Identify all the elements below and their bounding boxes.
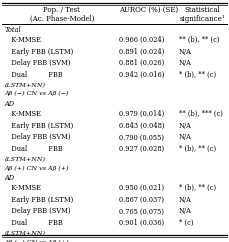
Text: 0.843 (0.048): 0.843 (0.048) — [119, 122, 165, 130]
Text: N/A: N/A — [179, 196, 191, 204]
Text: 0.979 (0.014): 0.979 (0.014) — [119, 110, 164, 118]
Text: Early FBB (LSTM): Early FBB (LSTM) — [5, 196, 73, 204]
Text: Delay FBB (SVM): Delay FBB (SVM) — [5, 207, 70, 215]
Text: K-MMSE: K-MMSE — [5, 184, 41, 192]
Text: * (b), ** (c): * (b), ** (c) — [179, 145, 216, 153]
Text: 0.942 (0.016): 0.942 (0.016) — [119, 71, 164, 79]
Text: 0.881 (0.026): 0.881 (0.026) — [119, 59, 164, 67]
Text: Statistical
significance¹: Statistical significance¹ — [180, 6, 226, 23]
Text: 0.927 (0.028): 0.927 (0.028) — [119, 145, 164, 153]
Text: Dual          FBB: Dual FBB — [5, 71, 62, 79]
Text: 0.891 (0.024): 0.891 (0.024) — [119, 48, 164, 56]
Text: * (b), ** (c): * (b), ** (c) — [179, 71, 216, 79]
Text: Dual          FBB: Dual FBB — [5, 145, 62, 153]
Text: ** (b), ** (c): ** (b), ** (c) — [179, 36, 219, 44]
Text: Aβ (−) CN vs Aβ (+): Aβ (−) CN vs Aβ (+) — [5, 239, 69, 242]
Text: N/A: N/A — [179, 48, 191, 56]
Text: 0.765 (0.075): 0.765 (0.075) — [119, 207, 164, 215]
Text: AD: AD — [5, 174, 15, 182]
Text: Dual          FBB: Dual FBB — [5, 219, 62, 227]
Text: * (b), ** (c): * (b), ** (c) — [179, 184, 216, 192]
Text: Early FBB (LSTM): Early FBB (LSTM) — [5, 48, 73, 56]
Text: Aβ (+) CN vs Aβ (+): Aβ (+) CN vs Aβ (+) — [5, 165, 69, 171]
Text: AD: AD — [5, 100, 15, 108]
Text: ** (b), *** (c): ** (b), *** (c) — [179, 110, 223, 118]
Text: 0.867 (0.037): 0.867 (0.037) — [119, 196, 164, 204]
Text: N/A: N/A — [179, 122, 191, 130]
Text: AUROC (%) (SE): AUROC (%) (SE) — [119, 6, 178, 14]
Text: N/A: N/A — [179, 59, 191, 67]
Text: K-MMSE: K-MMSE — [5, 36, 41, 44]
Text: Total: Total — [5, 26, 21, 34]
Text: 0.901 (0.036): 0.901 (0.036) — [119, 219, 164, 227]
Text: * (c): * (c) — [179, 219, 193, 227]
Text: (LSTM+NN): (LSTM+NN) — [5, 231, 46, 236]
Text: K-MMSE: K-MMSE — [5, 110, 41, 118]
Text: 0.790 (0.055): 0.790 (0.055) — [119, 133, 164, 141]
Text: Pop. / Test
(Ac. Phase-Model): Pop. / Test (Ac. Phase-Model) — [30, 6, 94, 23]
Text: (LSTM+NN): (LSTM+NN) — [5, 157, 46, 162]
Text: 0.950 (0.021): 0.950 (0.021) — [119, 184, 164, 192]
Text: Early FBB (LSTM): Early FBB (LSTM) — [5, 122, 73, 130]
Text: Delay FBB (SVM): Delay FBB (SVM) — [5, 59, 70, 67]
Text: N/A: N/A — [179, 133, 191, 141]
Text: Delay FBB (SVM): Delay FBB (SVM) — [5, 133, 70, 141]
Text: Aβ (−) CN vs Aβ (−): Aβ (−) CN vs Aβ (−) — [5, 91, 69, 97]
Text: 0.966 (0.024): 0.966 (0.024) — [119, 36, 164, 44]
Text: (LSTM+NN): (LSTM+NN) — [5, 83, 46, 88]
Text: N/A: N/A — [179, 207, 191, 215]
